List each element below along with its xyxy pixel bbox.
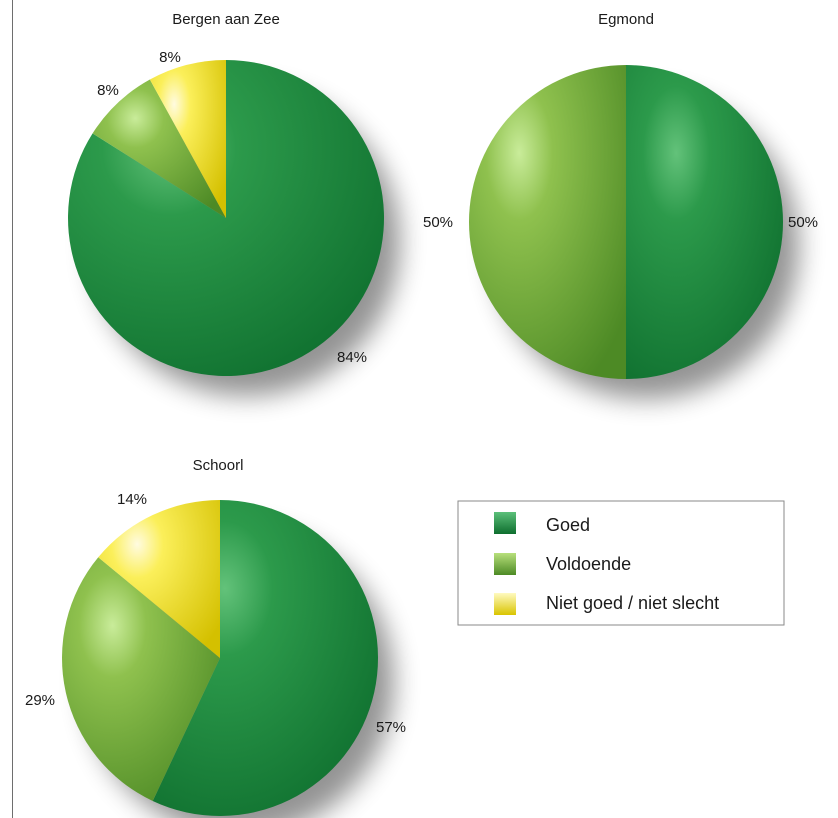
pie-value-label: 14% (117, 491, 147, 508)
legend-swatch-voldoende (494, 553, 516, 575)
pie-schoorl: Schoorl 57% 29% 14% (25, 457, 406, 818)
pie-slice-voldoende (469, 65, 626, 379)
legend-swatch-niet-goed-niet-slecht (494, 593, 516, 615)
pie-slice-voldoende (92, 79, 226, 218)
pie-slice-goed (626, 65, 783, 379)
pie-slice-goed (68, 60, 385, 376)
pie-slice-voldoende (62, 557, 221, 801)
pie-title: Egmond (598, 11, 654, 28)
legend-label-goed: Goed (546, 515, 590, 535)
pie-value-label: 8% (97, 82, 119, 99)
pie-value-label: 50% (788, 214, 818, 231)
frame-border-left (12, 0, 13, 818)
pie-slice-goed (152, 500, 379, 816)
pie-value-label: 84% (337, 349, 367, 366)
legend-label-niet-goed-niet-slecht: Niet goed / niet slecht (546, 593, 719, 613)
pie-slice-niet-goed-niet-slecht (149, 60, 226, 218)
pie-bergen-aan-zee: Bergen aan Zee 84% 8% 8% (68, 11, 400, 396)
pie-value-label: 29% (25, 692, 55, 709)
pie-title: Schoorl (193, 457, 244, 474)
pie-value-label: 8% (159, 49, 181, 66)
legend-label-voldoende: Voldoende (546, 554, 631, 574)
pie-value-label: 50% (423, 214, 453, 231)
legend-swatch-goed (494, 512, 516, 534)
pie-slice-niet-goed-niet-slecht (98, 500, 220, 658)
pie-value-label: 57% (376, 719, 406, 736)
legend: Goed Voldoende Niet goed / niet slecht (457, 500, 785, 626)
pie-egmond: Egmond 50% 50% (423, 11, 818, 399)
pie-title: Bergen aan Zee (172, 11, 280, 28)
